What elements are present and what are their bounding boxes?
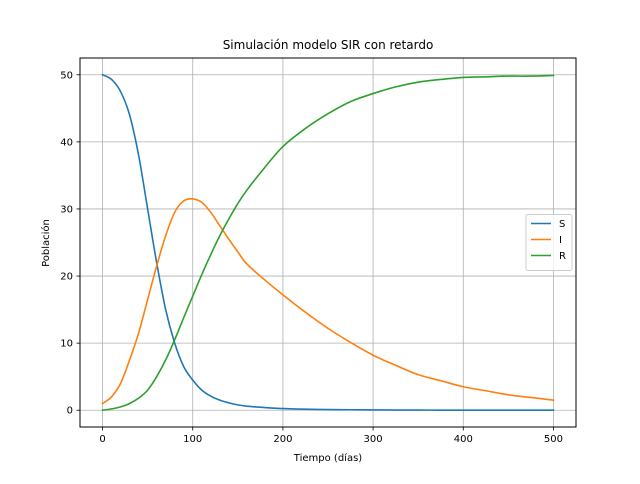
- x-tick-label: 500: [544, 434, 563, 445]
- y-axis-label: Población: [40, 219, 52, 267]
- y-tick-label: 40: [60, 137, 73, 148]
- legend-label-i: I: [559, 235, 562, 246]
- series-line-s: [101, 73, 555, 412]
- x-tick-label: 300: [364, 434, 383, 445]
- series-lines: [101, 73, 555, 412]
- y-tick-label: 0: [67, 406, 73, 417]
- plot-area-frame: [79, 57, 577, 428]
- series-line-i: [101, 197, 555, 405]
- legend-label-s: S: [559, 219, 565, 230]
- x-tick-label: 100: [183, 434, 202, 445]
- y-tick-label: 30: [60, 204, 73, 215]
- y-tick-label: 10: [60, 339, 73, 350]
- legend-label-r: R: [559, 251, 566, 262]
- x-tick-label: 200: [273, 434, 292, 445]
- legend-box: [525, 214, 573, 271]
- x-tick-label: 0: [99, 434, 105, 445]
- x-axis-label: Tiempo (días): [293, 452, 362, 464]
- series-line-r: [101, 74, 555, 412]
- y-tick-label: 20: [60, 272, 73, 283]
- x-tick-label: 400: [454, 434, 473, 445]
- legend: SIR: [525, 214, 573, 271]
- y-tick-label: 50: [60, 70, 73, 81]
- chart-title: Simulación modelo SIR con retardo: [223, 38, 434, 52]
- axis-ticks: 0 100 200 300 400 500 0 10 20 30 40 50: [60, 70, 563, 445]
